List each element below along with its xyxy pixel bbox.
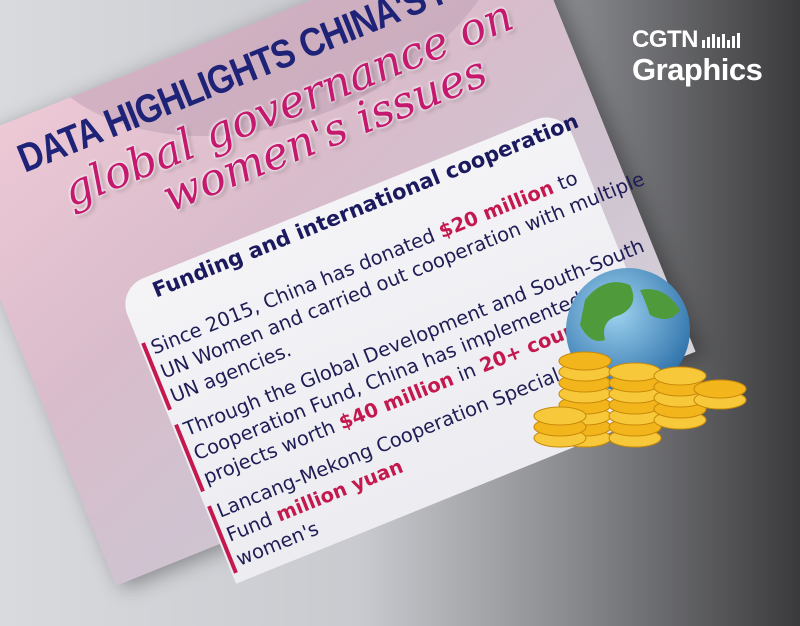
- coin-stack-icon: [533, 351, 747, 448]
- coin: [558, 351, 612, 371]
- coin: [533, 406, 587, 426]
- cgtn-bars-icon: [702, 32, 740, 48]
- logo-cgtn: CGTN: [632, 26, 699, 53]
- globe-and-coins-illustration: [533, 268, 747, 448]
- logo-graphics: Graphics: [632, 52, 763, 87]
- coin: [653, 366, 707, 386]
- coin: [693, 379, 747, 399]
- cgtn-graphics-logo: CGTN Graphics: [632, 26, 763, 87]
- coin: [608, 362, 662, 382]
